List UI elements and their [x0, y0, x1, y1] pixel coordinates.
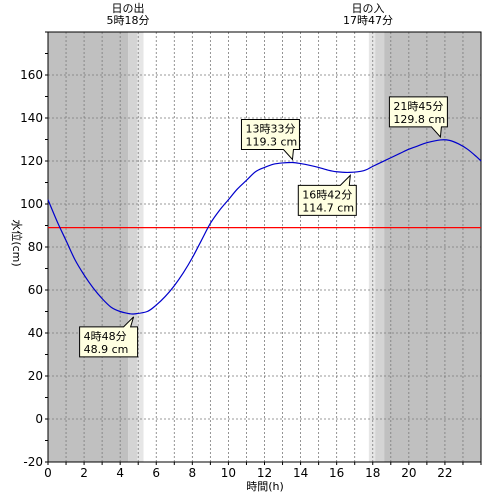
callout-value: 48.9 cm: [84, 343, 129, 356]
x-tick-label: 12: [257, 466, 272, 480]
x-tick-label: 0: [44, 466, 52, 480]
y-tick-label: 0: [35, 412, 43, 426]
callout-value: 119.3 cm: [245, 136, 297, 149]
y-tick-label: 60: [28, 283, 43, 297]
x-tick-label: 16: [329, 466, 344, 480]
callout-time: 4時48分: [84, 330, 127, 343]
x-tick-label: 4: [116, 466, 124, 480]
y-tick-label: 160: [20, 68, 43, 82]
x-tick-label: 10: [221, 466, 236, 480]
callout-time: 21時45分: [393, 100, 443, 113]
callout-time: 16時42分: [302, 188, 352, 201]
callout-value: 114.7 cm: [302, 201, 354, 214]
callout-box: [240, 119, 300, 161]
dusk-twilight-band: [375, 32, 385, 462]
x-tick-label: 6: [152, 466, 160, 480]
tick-marks: [45, 31, 482, 465]
callout-box: [388, 96, 448, 139]
sunrise-title: 日の出: [112, 1, 145, 15]
x-tick-label: 20: [401, 466, 416, 480]
callout-time: 13時33分: [245, 123, 295, 136]
sunset-time: 17時47分: [343, 14, 393, 27]
y-axis-title: 水位(cm): [10, 219, 24, 266]
x-tick-label: 2: [80, 466, 88, 480]
x-tick-label: 14: [293, 466, 308, 480]
x-tick-labels: 0 2 4 6 8 10 12 14 16 18 20 22: [44, 466, 452, 480]
tide-level-line: [47, 139, 482, 315]
y-tick-label: 120: [20, 154, 43, 168]
x-tick-label: 18: [365, 466, 380, 480]
y-tick-label: 40: [28, 326, 43, 340]
callout-box: [297, 174, 357, 216]
callout-value: 129.8 cm: [393, 113, 445, 126]
sunset-title: 日の入: [352, 2, 385, 15]
sunrise-time: 5時18分: [107, 14, 150, 27]
dusk-light-band: [368, 32, 376, 462]
y-tick-label: 20: [28, 369, 43, 383]
x-tick-label: 8: [189, 466, 197, 480]
x-tick-label: 22: [437, 466, 452, 480]
y-tick-labels: -20 0 20 40 60 80 100 120 140 160: [20, 68, 43, 469]
x-axis-title: 時間(h): [246, 480, 284, 493]
callout-box: [79, 316, 139, 358]
y-tick-label: 140: [20, 111, 43, 125]
y-tick-label: 80: [28, 240, 43, 254]
y-tick-label: -20: [23, 455, 43, 469]
y-tick-label: 100: [20, 197, 43, 211]
